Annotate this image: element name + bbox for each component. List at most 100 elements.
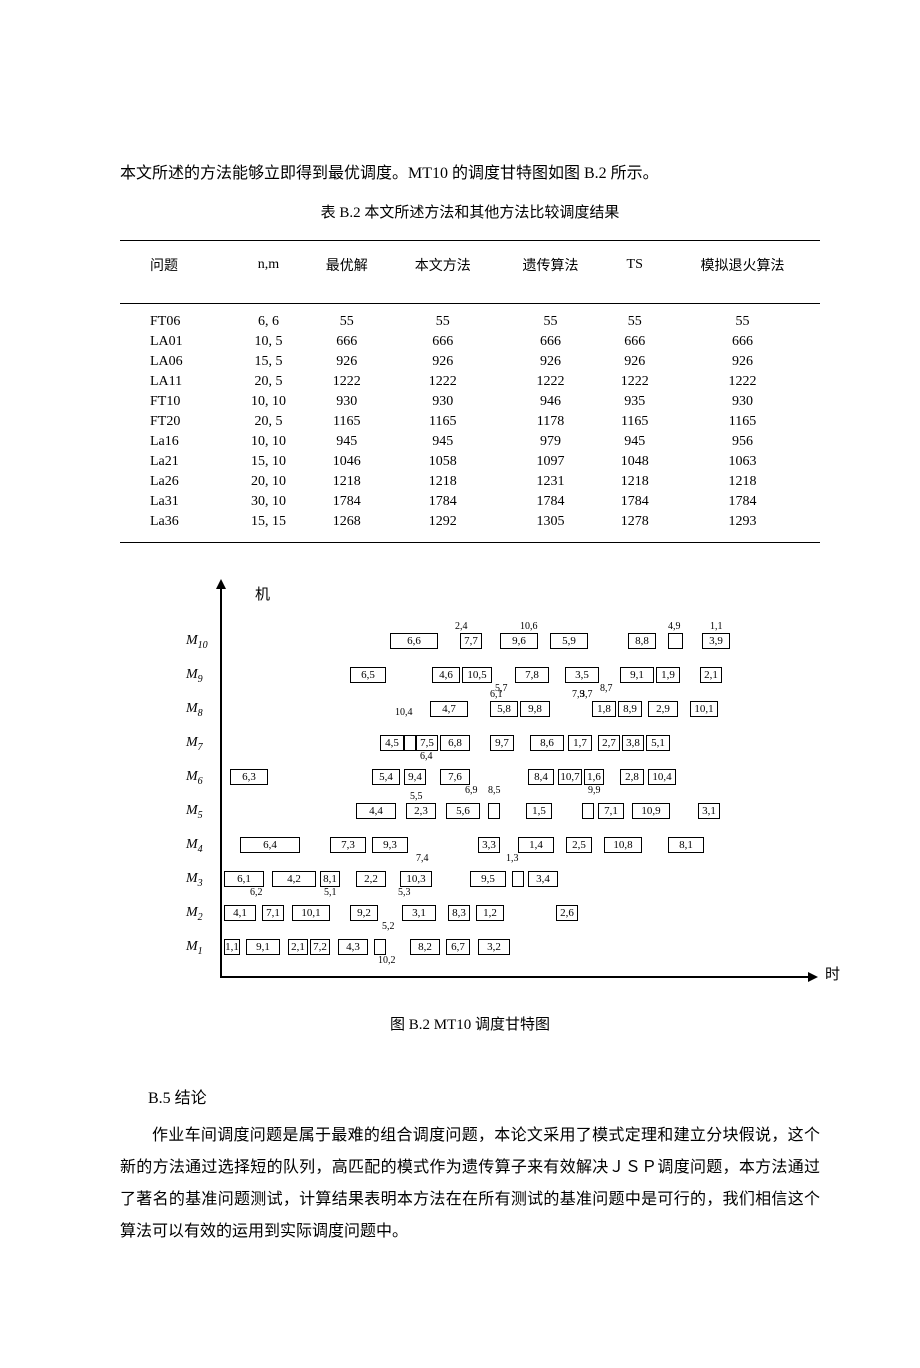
gantt-bar: 6,8 xyxy=(440,735,470,751)
gantt-bar: 4,2 xyxy=(272,871,316,887)
gantt-bar: 7,1 xyxy=(598,803,624,819)
table-cell: 15, 5 xyxy=(232,352,304,372)
table-cell: 1278 xyxy=(604,512,665,543)
gantt-bar: 10,1 xyxy=(292,905,330,921)
table-cell: La31 xyxy=(120,492,232,512)
table-header-cell: n,m xyxy=(232,240,304,303)
gantt-bar: 4,6 xyxy=(432,667,460,683)
gantt-float-label: 10,4 xyxy=(395,707,413,718)
gantt-bar: 4,1 xyxy=(224,905,256,921)
table-cell: 926 xyxy=(665,352,820,372)
gantt-bar: 6,7 xyxy=(446,939,470,955)
table-cell: 20, 10 xyxy=(232,472,304,492)
table-cell: 926 xyxy=(305,352,389,372)
table-cell: 930 xyxy=(665,392,820,412)
gantt-row: M54,42,35,61,57,110,93,15,5 xyxy=(120,801,820,823)
conclusion-paragraph: 作业车间调度问题是属于最难的组合调度问题，本论文采用了模式定理和建立分块假说，这… xyxy=(120,1120,820,1248)
gantt-x-axis xyxy=(220,976,810,978)
gantt-bar xyxy=(488,803,500,819)
gantt-bar xyxy=(374,939,386,955)
gantt-bar: 6,6 xyxy=(390,633,438,649)
table-cell: 1231 xyxy=(497,472,605,492)
gantt-bar: 8,6 xyxy=(530,735,564,751)
gantt-y-arrow-icon xyxy=(216,579,226,589)
table-row: La3130, 1017841784178417841784 xyxy=(120,492,820,512)
gantt-bar: 2,9 xyxy=(648,701,678,717)
gantt-float-label: 1,3 xyxy=(506,853,519,864)
table-header-cell: 遗传算法 xyxy=(497,240,605,303)
table-row: LA1120, 512221222122212221222 xyxy=(120,372,820,392)
gantt-bar: 3,9 xyxy=(702,633,730,649)
gantt-float-label: 4,9 xyxy=(668,621,681,632)
gantt-bar xyxy=(404,735,416,751)
table-cell: 20, 5 xyxy=(232,372,304,392)
table-cell: 1268 xyxy=(305,512,389,543)
gantt-bar: 2,1 xyxy=(288,939,308,955)
gantt-bar: 9,4 xyxy=(404,769,426,785)
table-cell: 926 xyxy=(389,352,497,372)
gantt-float-label: 2,4 xyxy=(455,621,468,632)
gantt-machine-label: M3 xyxy=(186,871,203,889)
table-cell: La36 xyxy=(120,512,232,543)
gantt-float-label: 6,4 xyxy=(420,751,433,762)
gantt-float-label: 1,1 xyxy=(710,621,723,632)
table-cell: 6, 6 xyxy=(232,303,304,332)
table-row: FT1010, 10930930946935930 xyxy=(120,392,820,412)
table-cell: La26 xyxy=(120,472,232,492)
gantt-bar: 2,1 xyxy=(700,667,722,683)
gantt-bar: 8,8 xyxy=(628,633,656,649)
gantt-bar: 8,4 xyxy=(528,769,554,785)
gantt-bar: 10,5 xyxy=(462,667,492,683)
gantt-bar: 4,7 xyxy=(430,701,468,717)
table-cell: 666 xyxy=(389,332,497,352)
gantt-bar: 9,1 xyxy=(246,939,280,955)
table-cell: 1218 xyxy=(389,472,497,492)
table-cell: 926 xyxy=(604,352,665,372)
table-row: LA0110, 5666666666666666 xyxy=(120,332,820,352)
gantt-bar: 9,5 xyxy=(470,871,506,887)
gantt-bar: 2,2 xyxy=(356,871,386,887)
table-cell: 15, 15 xyxy=(232,512,304,543)
gantt-bar: 9,1 xyxy=(620,667,654,683)
comparison-table: 问题n,m最优解本文方法遗传算法TS模拟退火算法 FT066, 65555555… xyxy=(120,240,820,543)
gantt-bar: 8,1 xyxy=(668,837,704,853)
gantt-bar: 5,8 xyxy=(490,701,518,717)
table-cell: 1165 xyxy=(389,412,497,432)
table-cell: 945 xyxy=(389,432,497,452)
table-cell: 1222 xyxy=(497,372,605,392)
table-cell: 956 xyxy=(665,432,820,452)
gantt-bar: 9,8 xyxy=(520,701,550,717)
gantt-float-label: 10,2 xyxy=(378,955,396,966)
gantt-row: M74,57,56,89,78,61,72,73,85,16,4 xyxy=(120,733,820,755)
table-cell: 1292 xyxy=(389,512,497,543)
table-row: FT066, 65555555555 xyxy=(120,303,820,332)
gantt-bar: 9,3 xyxy=(372,837,408,853)
table-caption: 表 B.2 本文所述方法和其他方法比较调度结果 xyxy=(120,201,820,222)
table-cell: 55 xyxy=(604,303,665,332)
gantt-bar: 4,4 xyxy=(356,803,396,819)
gantt-machine-label: M8 xyxy=(186,701,203,719)
table-row: FT2020, 511651165117811651165 xyxy=(120,412,820,432)
table-cell: 1218 xyxy=(665,472,820,492)
table-cell: 1046 xyxy=(305,452,389,472)
gantt-bar: 10,3 xyxy=(400,871,432,887)
gantt-bar: 5,9 xyxy=(550,633,588,649)
gantt-machine-label: M4 xyxy=(186,837,203,855)
gantt-bar: 10,8 xyxy=(604,837,642,853)
gantt-bar: 7,7 xyxy=(460,633,482,649)
gantt-float-label: 8,5 xyxy=(488,785,501,796)
table-cell: 1218 xyxy=(305,472,389,492)
table-cell: 666 xyxy=(604,332,665,352)
gantt-float-label: 5,2 xyxy=(382,921,395,932)
table-cell: 1784 xyxy=(497,492,605,512)
table-cell: 1305 xyxy=(497,512,605,543)
gantt-bar: 2,7 xyxy=(598,735,620,751)
table-cell: 10, 5 xyxy=(232,332,304,352)
gantt-bar: 10,1 xyxy=(690,701,718,717)
gantt-bar: 3,2 xyxy=(478,939,510,955)
table-cell: 10, 10 xyxy=(232,432,304,452)
gantt-bar xyxy=(668,633,683,649)
gantt-bar: 7,2 xyxy=(310,939,330,955)
gantt-bar: 9,2 xyxy=(350,905,378,921)
gantt-row: M106,67,79,65,98,83,92,410,64,91,1 xyxy=(120,631,820,653)
